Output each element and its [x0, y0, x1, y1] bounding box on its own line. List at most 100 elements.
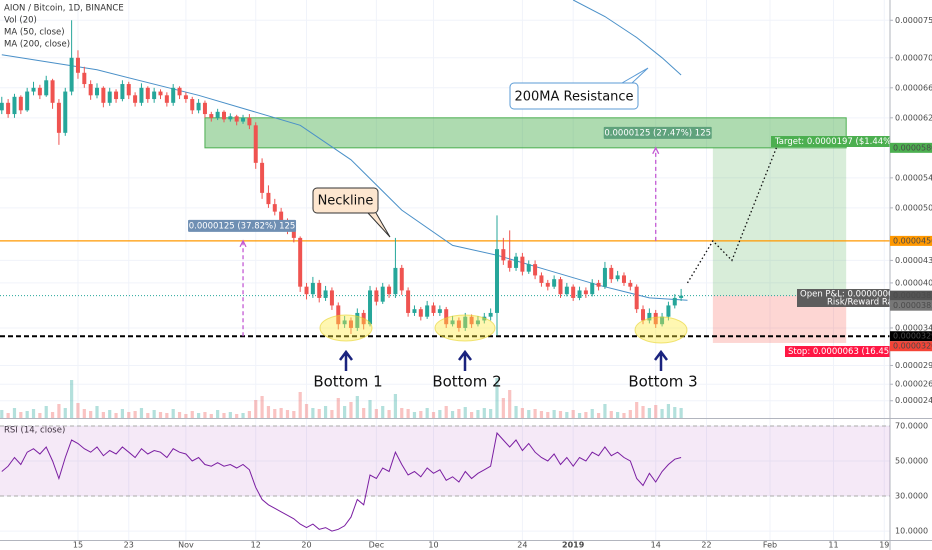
volume-bar — [89, 411, 93, 418]
bottom-arrow — [458, 349, 472, 371]
candle-body — [463, 316, 468, 328]
candle-body — [56, 102, 61, 133]
candle-body — [152, 91, 157, 100]
candle-body — [247, 117, 252, 126]
volume-bar — [514, 406, 518, 418]
candle-body — [215, 111, 220, 118]
volume-bar — [438, 410, 442, 418]
candle-body — [437, 309, 442, 313]
candle-body — [310, 282, 315, 295]
volume-bar — [146, 413, 150, 418]
indicator-label: Vol (20) — [4, 16, 37, 26]
rsi-tick-label: 30.0000 — [895, 492, 928, 501]
volume-bar — [50, 412, 55, 418]
volume-bar — [184, 414, 188, 418]
volume-bar — [539, 411, 544, 418]
x-tick-label: 10 — [428, 541, 438, 550]
candle-body — [145, 87, 150, 100]
bottom-highlight — [319, 314, 373, 342]
volume-bar — [311, 408, 315, 418]
x-tick-label: Feb — [763, 541, 777, 550]
candle-body — [456, 320, 461, 328]
candle-body — [583, 290, 588, 295]
volume-bar — [495, 378, 499, 418]
x-tick-label: 15 — [73, 541, 83, 550]
candle-body — [50, 80, 55, 103]
volume-bar — [590, 409, 594, 418]
x-tick-label: 11 — [828, 541, 838, 550]
candle-body — [647, 312, 652, 321]
rsi-band — [0, 425, 890, 497]
volume-bar — [31, 409, 36, 418]
volume-bar — [381, 406, 385, 418]
volume-bar — [285, 410, 290, 418]
volume-bar — [190, 411, 194, 418]
volume-bar — [501, 398, 505, 418]
bottom-label: Bottom 3 — [628, 373, 697, 391]
volume-bar — [666, 404, 671, 418]
candle-body — [425, 305, 430, 317]
price-label: 0.0000320 — [893, 342, 932, 351]
volume-bar — [279, 408, 283, 418]
volume-bar — [508, 390, 512, 418]
volume-bar — [654, 405, 658, 418]
projection-path — [686, 147, 778, 284]
candle-body — [399, 267, 404, 291]
volume-bar — [203, 412, 207, 418]
rr-label: Risk/Reward Ra — [827, 298, 893, 308]
x-tick-label: 12 — [251, 541, 261, 550]
candle-body — [621, 275, 626, 283]
volume-bar — [6, 413, 10, 418]
volume-bar — [412, 412, 417, 418]
stop-label: Stop: 0.0000063 (16.45% — [788, 347, 897, 357]
indicator-label: MA (200, close) — [4, 40, 70, 50]
volume-bar — [584, 412, 588, 418]
candle-body — [641, 309, 646, 321]
candle-body — [628, 282, 633, 287]
candle-body — [0, 102, 4, 111]
volume-bar — [317, 409, 321, 418]
volume-bar — [565, 412, 569, 418]
volume-bar — [152, 410, 156, 418]
candle-body — [666, 305, 671, 317]
volume-bar — [44, 406, 48, 418]
candle-body — [602, 267, 607, 287]
candle-body — [514, 256, 519, 268]
bottom-arrow — [654, 349, 668, 371]
candle-body — [380, 286, 385, 302]
volume-bar — [304, 404, 309, 418]
volume-bar — [76, 403, 80, 418]
volume-bar — [171, 409, 175, 418]
candle-body — [539, 275, 544, 283]
candle-body — [653, 312, 658, 325]
price-label: 0.0000383 — [893, 301, 932, 310]
candle-body — [412, 309, 417, 313]
volume-bar — [552, 410, 556, 418]
volume-bar — [127, 412, 131, 418]
candle-body — [374, 290, 379, 302]
y-tick-label: 0.0000265 — [895, 380, 932, 389]
price-label: 0.0000580 — [893, 143, 932, 152]
volume-bar — [546, 412, 550, 418]
candle-body — [183, 95, 188, 100]
y-tick-label: 0.0000243 — [895, 396, 932, 405]
candle-body — [75, 57, 80, 73]
volume-bar — [368, 400, 372, 418]
candle-body — [545, 282, 550, 287]
indicator-label: MA (50, close) — [4, 28, 65, 38]
volume-bar — [216, 410, 220, 418]
candle-body — [298, 237, 303, 287]
x-tick-label: 20 — [301, 541, 311, 550]
candle-body — [501, 249, 506, 261]
candle-body — [253, 125, 258, 163]
price-label-bg — [890, 235, 932, 246]
volume-bar — [95, 406, 99, 418]
target-label-bg — [771, 136, 890, 147]
